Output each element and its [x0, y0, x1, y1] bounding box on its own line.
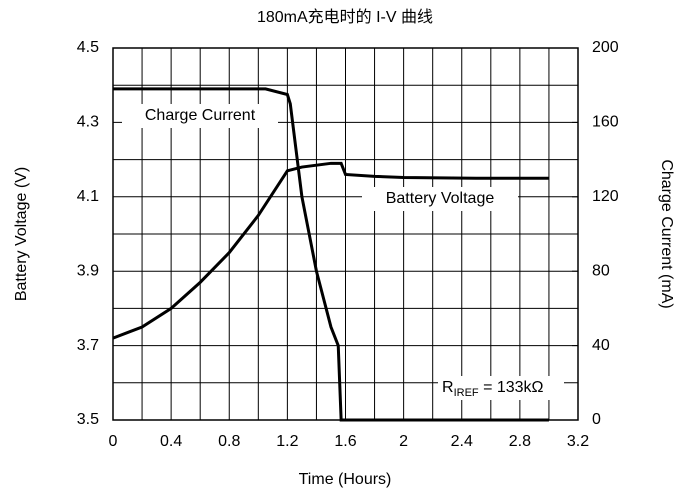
y2-tick-label: 80	[592, 262, 610, 279]
annotation-bg	[438, 376, 564, 400]
legend-entry: Battery Voltage	[386, 190, 495, 207]
x-tick-label: 0.8	[218, 433, 240, 450]
annotation-subscript: IREF	[454, 387, 479, 399]
x-tick-label: 2.4	[451, 433, 473, 450]
y2-tick-label: 0	[592, 411, 601, 428]
y2-axis-label: Charge Current (mA)	[658, 159, 675, 308]
y-tick-label: 3.7	[77, 337, 99, 354]
y2-tick-label: 120	[592, 188, 619, 205]
x-tick-label: 0.4	[160, 433, 182, 450]
chart-title: 180mA充电时的 I-V 曲线	[257, 8, 433, 26]
series-line	[113, 87, 549, 422]
series-line	[112, 161, 549, 340]
annotation-suffix: = 133kΩ	[479, 379, 544, 396]
y2-tick-label: 40	[592, 337, 610, 354]
legend-bg	[122, 104, 278, 128]
x-tick-label: 2.8	[509, 433, 531, 450]
x-tick-label: 1.2	[276, 433, 298, 450]
x-tick-label: 3.2	[567, 433, 589, 450]
y-tick-label: 3.5	[77, 411, 99, 428]
y-axis-label: Battery Voltage (V)	[13, 167, 30, 301]
y2-tick-label: 200	[592, 39, 619, 56]
x-tick-label: 0	[109, 433, 118, 450]
y2-tick-label: 160	[592, 114, 619, 131]
annotation-text: R	[442, 379, 454, 396]
x-tick-label: 2	[399, 433, 408, 450]
y-tick-label: 3.9	[77, 262, 99, 279]
legend-entry: Charge Current	[145, 107, 256, 124]
y-tick-label: 4.3	[77, 114, 99, 131]
x-axis-label: Time (Hours)	[299, 471, 392, 488]
x-tick-label: 1.6	[334, 433, 356, 450]
y-tick-label: 4.5	[77, 39, 99, 56]
y-tick-label: 4.1	[77, 188, 99, 205]
legend-bg	[362, 187, 518, 211]
annotation: RIREF = 133kΩ	[442, 379, 544, 399]
